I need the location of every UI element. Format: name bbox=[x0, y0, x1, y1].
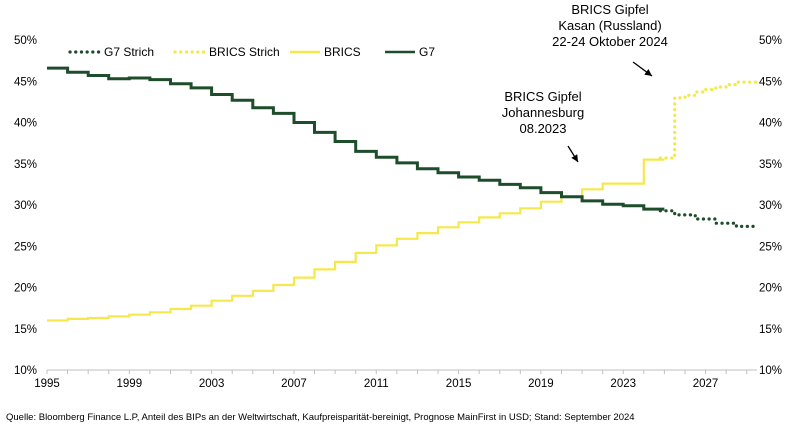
series-g7-strich bbox=[658, 209, 759, 228]
y-tick-label-right: 35% bbox=[759, 159, 782, 171]
annotation-arrow-kasan-head bbox=[644, 69, 652, 76]
x-tick-label: 2011 bbox=[364, 378, 389, 390]
annotation-johannesburg-text: 08.2023 bbox=[520, 121, 567, 136]
annotation-kasan-text: 22-24 Oktober 2024 bbox=[552, 34, 668, 49]
y-tick-label-left: 35% bbox=[14, 159, 37, 171]
x-tick-label: 2023 bbox=[610, 378, 636, 390]
y-tick-label-right: 40% bbox=[759, 118, 782, 130]
annotation-johannesburg-text: Johannesburg bbox=[502, 105, 584, 120]
annotation-kasan-text: BRICS Gipfel bbox=[571, 2, 648, 17]
y-tick-label-left: 40% bbox=[14, 118, 37, 130]
annotation-johannesburg-text: BRICS Gipfel bbox=[504, 89, 581, 104]
series-brics-strich bbox=[658, 79, 759, 160]
legend-label: G7 Strich bbox=[104, 45, 154, 59]
y-tick-label-left: 50% bbox=[14, 35, 37, 47]
series-g7 bbox=[47, 66, 665, 211]
x-tick-label: 1999 bbox=[117, 378, 143, 390]
y-tick-label-left: 15% bbox=[14, 324, 37, 336]
y-tick-label-right: 50% bbox=[759, 35, 782, 47]
x-tick-label: 1995 bbox=[34, 378, 60, 390]
y-tick-label-left: 25% bbox=[14, 241, 37, 253]
y-tick-label-right: 20% bbox=[759, 283, 782, 295]
y-tick-label-right: 30% bbox=[759, 200, 782, 212]
y-tick-label-left: 20% bbox=[14, 283, 37, 295]
annotation-arrow-johannesburg-head bbox=[571, 154, 578, 162]
y-tick-label-left: 10% bbox=[14, 365, 37, 377]
x-tick-label: 2027 bbox=[693, 378, 719, 390]
legend-label: BRICS bbox=[324, 45, 361, 59]
y-tick-label-right: 45% bbox=[759, 76, 782, 88]
chart: 10% 10% 15% 15% 20% 20% 25% 25% 30% 30% 35% 35% 40% 4… bbox=[14, 2, 782, 390]
y-tick-label-right: 25% bbox=[759, 241, 782, 253]
x-tick-label: 2015 bbox=[446, 378, 472, 390]
annotation-kasan-text: Kasan (Russland) bbox=[558, 18, 661, 33]
legend-label: G7 bbox=[419, 45, 435, 59]
x-tick-label: 2007 bbox=[281, 378, 307, 390]
source-note: Quelle: Bloomberg Finance L.P, Anteil de… bbox=[6, 412, 635, 423]
y-tick-label-left: 30% bbox=[14, 200, 37, 212]
series-brics bbox=[47, 158, 665, 322]
y-tick-label-left: 45% bbox=[14, 76, 37, 88]
x-tick-label: 2019 bbox=[528, 378, 554, 390]
y-tick-label-right: 10% bbox=[759, 365, 782, 377]
legend-label: BRICS Strich bbox=[209, 45, 280, 59]
x-tick-label: 2003 bbox=[199, 378, 225, 390]
y-tick-label-right: 15% bbox=[759, 324, 782, 336]
